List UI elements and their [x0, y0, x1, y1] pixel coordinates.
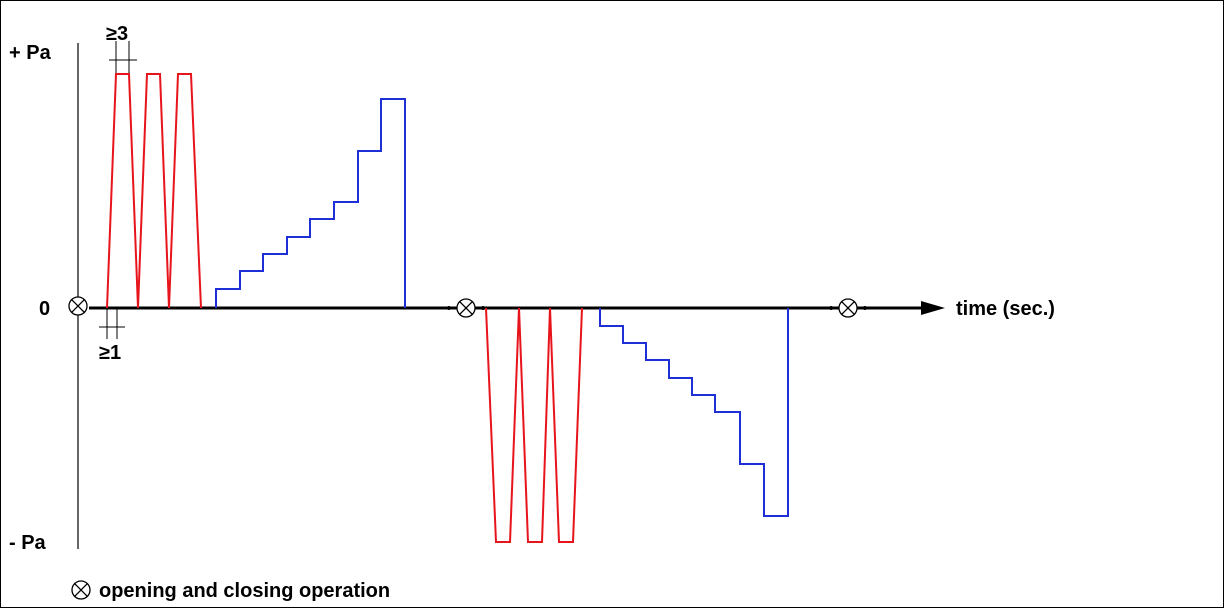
positive-pulse-train — [106, 73, 202, 309]
negative-pulse-train — [485, 307, 583, 543]
negative-step-ramp — [599, 308, 789, 517]
x-axis-arrowhead — [921, 301, 945, 315]
gap-dimension — [99, 309, 125, 339]
operation-symbol-start — [68, 296, 88, 316]
operation-symbol-end — [829, 298, 867, 318]
x-axis-label: time (sec.) — [956, 298, 1055, 320]
positive-step-ramp — [215, 98, 406, 308]
pulse-width-dimension — [109, 41, 137, 73]
operation-symbol-middle — [447, 298, 485, 318]
zero-label: 0 — [39, 298, 50, 320]
legend-symbol-icon — [71, 580, 91, 600]
y-negative-label: - Pa — [9, 532, 47, 554]
legend-text: opening and closing operation — [99, 580, 390, 602]
pulse-width-min-label: ≥3 — [106, 23, 128, 45]
gap-min-label: ≥1 — [99, 342, 121, 364]
y-positive-label: + Pa — [9, 42, 52, 64]
